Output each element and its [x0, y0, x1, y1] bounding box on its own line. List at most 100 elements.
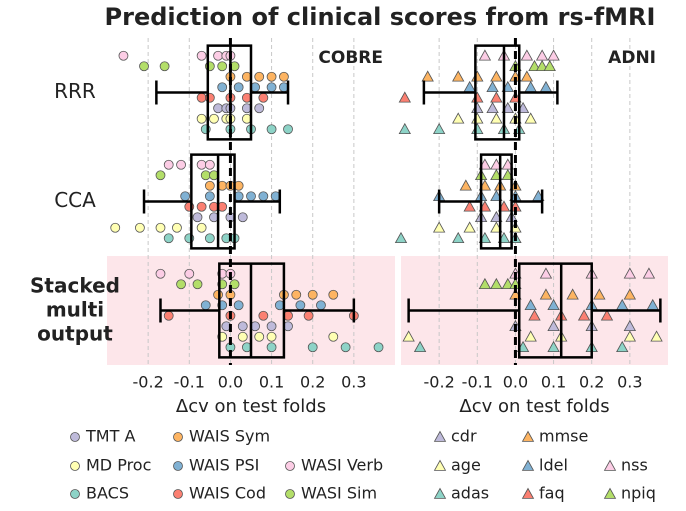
point	[184, 268, 195, 279]
point	[209, 113, 219, 124]
point	[547, 49, 560, 61]
y-tick-label: Stacked multi output	[30, 273, 120, 345]
point	[258, 92, 269, 103]
point	[452, 112, 465, 124]
legend-label: WASI Verb	[301, 456, 383, 475]
point	[398, 122, 411, 135]
legend-marker	[603, 487, 617, 499]
legend-marker	[433, 487, 447, 499]
point	[155, 268, 166, 279]
point	[213, 103, 223, 114]
point	[471, 122, 484, 135]
point	[159, 61, 170, 72]
point	[316, 300, 326, 311]
point	[213, 50, 223, 61]
point	[547, 298, 560, 311]
point	[233, 82, 244, 93]
point	[486, 80, 499, 93]
point	[486, 101, 499, 114]
point	[520, 49, 534, 61]
point	[539, 80, 553, 93]
point	[266, 124, 277, 135]
point	[192, 212, 203, 223]
point	[135, 222, 145, 233]
point	[295, 300, 306, 311]
point	[413, 340, 427, 353]
point	[229, 279, 240, 290]
point	[196, 113, 207, 124]
point	[421, 70, 434, 82]
legend-label: faq	[539, 484, 565, 503]
point	[459, 179, 473, 191]
point	[254, 71, 265, 82]
legend-label: BACS	[86, 484, 129, 503]
point	[303, 310, 314, 321]
point	[535, 49, 549, 61]
point	[528, 309, 541, 321]
point	[196, 159, 207, 170]
legend-marker	[70, 489, 80, 499]
legend-marker	[70, 461, 80, 471]
point	[402, 330, 415, 342]
point	[547, 340, 560, 353]
point	[490, 91, 503, 103]
point	[524, 298, 537, 311]
legend-marker	[285, 489, 295, 499]
point	[200, 170, 211, 181]
point	[520, 70, 534, 82]
y-tick-label: CCA	[54, 188, 96, 212]
legend-marker	[173, 432, 183, 442]
point	[163, 310, 174, 321]
point	[163, 159, 174, 170]
legend-label: age	[451, 456, 481, 475]
point	[471, 70, 484, 82]
legend-marker	[521, 487, 535, 499]
legend-label: mmse	[539, 427, 588, 446]
legend-marker	[433, 459, 447, 471]
x-tick-label: 0.3	[341, 373, 366, 392]
point	[176, 279, 186, 290]
point	[266, 71, 277, 82]
point	[577, 309, 591, 321]
x-axis-label: Δcv on test folds	[459, 396, 609, 417]
x-axis-label: Δcv on test folds	[176, 396, 326, 417]
point	[254, 331, 265, 342]
point	[539, 267, 553, 279]
x-tick-label: 0.3	[617, 373, 642, 392]
point	[155, 170, 166, 181]
point	[217, 82, 228, 93]
x-tick-label: -0.2	[133, 373, 164, 392]
point	[163, 233, 174, 244]
x-tick-label: 0.2	[579, 373, 604, 392]
point	[524, 330, 537, 342]
point	[623, 330, 637, 342]
point	[279, 71, 289, 82]
point	[204, 159, 215, 170]
x-tick-label: 0.1	[259, 373, 284, 392]
legend-label: WAIS Cod	[189, 484, 266, 503]
point	[593, 288, 606, 300]
point	[110, 222, 121, 233]
x-tick-label: 0.1	[541, 373, 566, 392]
x-tick-label: -0.1	[174, 373, 205, 392]
point	[642, 267, 656, 279]
point	[283, 124, 293, 135]
point	[196, 50, 207, 61]
point	[237, 212, 248, 223]
x-tick-label: 0.0	[503, 373, 528, 392]
point	[490, 70, 503, 82]
point	[547, 319, 560, 332]
point	[328, 331, 339, 342]
point	[196, 92, 207, 103]
point	[501, 277, 514, 290]
point	[307, 289, 318, 300]
point	[478, 49, 492, 61]
point	[490, 277, 503, 290]
point	[566, 288, 579, 300]
point	[246, 191, 256, 202]
point	[266, 321, 277, 332]
legend-marker	[603, 459, 617, 471]
point	[452, 70, 465, 82]
point	[139, 61, 149, 72]
point	[155, 222, 166, 233]
